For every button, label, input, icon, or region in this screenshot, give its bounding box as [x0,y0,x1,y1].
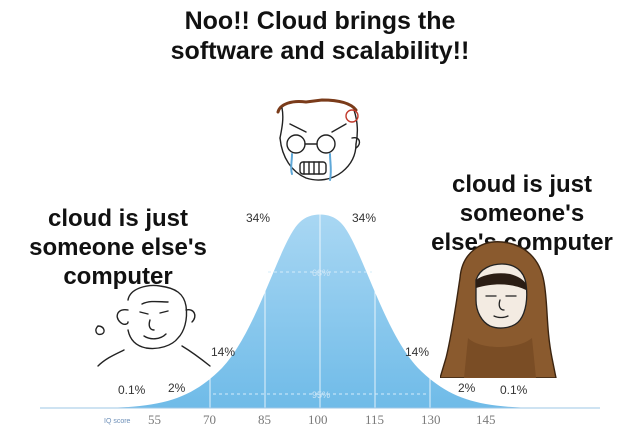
meme-title: Noo!! Cloud brings the software and scal… [0,6,640,66]
pct-tail-right: 2% [458,381,476,395]
pct-center-left: 34% [246,211,270,225]
title-line-2: software and scalability!! [170,37,470,65]
left-wojak-face [95,284,211,367]
pct-far-left: 0.1% [118,383,146,397]
tick-100: 100 [308,412,328,427]
tick-130: 130 [421,412,441,427]
pct-mid-right: 14% [405,345,429,359]
tick-145: 145 [476,412,496,427]
left-caption: cloud is just someone else's computer [18,204,218,291]
tick-70: 70 [203,412,216,427]
crying-wojak-face [276,98,361,181]
tick-85: 85 [258,412,271,427]
pct-center-right: 34% [352,211,376,225]
pct-mid-left: 14% [211,345,235,359]
tick-55: 55 [148,412,161,427]
sigma-lines [209,212,431,408]
pct-68: 68% [312,268,330,278]
tick-115: 115 [365,412,384,427]
axis-label: IQ score [104,418,131,425]
pct-tail-left: 2% [168,381,186,395]
pct-far-right: 0.1% [500,383,528,397]
hooded-wojak-face [440,241,557,378]
right-caption-line-1: cloud is just [451,171,592,198]
title-line-1: Noo!! Cloud brings the [184,7,456,35]
left-caption-line-1: cloud is just [47,205,188,232]
right-caption-line-2: someone's [459,200,585,227]
left-caption-line-2: someone else's [29,234,207,261]
range-arrows [213,271,427,395]
pct-95: 95% [312,390,330,400]
